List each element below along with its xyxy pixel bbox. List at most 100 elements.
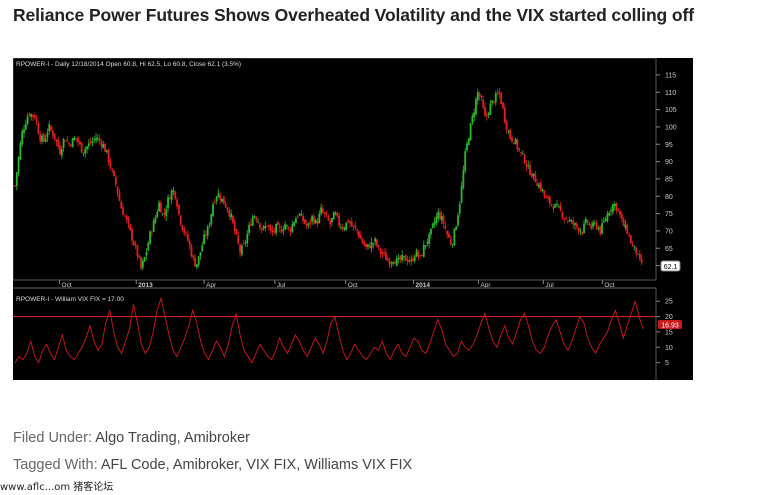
filed-link-algo-trading[interactable]: Algo Trading: [95, 430, 177, 446]
candle-body: [204, 234, 207, 236]
candle-body: [46, 132, 49, 138]
last-price-tag: 62.1: [660, 260, 681, 272]
candle-body: [165, 209, 168, 217]
candle-body: [210, 214, 213, 225]
filed-label: Filed Under:: [13, 430, 92, 446]
price-ytick-label: 90: [665, 159, 673, 166]
candle-body: [224, 203, 227, 208]
candle-body: [253, 216, 256, 218]
price-pane: [13, 58, 657, 281]
candle-body: [37, 123, 40, 134]
candle-body: [379, 248, 382, 254]
candle-body: [105, 150, 108, 152]
candle-body: [168, 197, 171, 200]
tag-link-amibroker[interactable]: Amibroker: [172, 457, 239, 473]
candle-body: [120, 201, 123, 209]
filed-link-amibroker[interactable]: Amibroker: [183, 430, 250, 446]
candle-body: [332, 212, 335, 220]
candle-body: [55, 139, 58, 142]
candle-body: [381, 252, 384, 254]
candle-body: [426, 242, 429, 244]
candle-body: [611, 204, 614, 213]
candle-body: [543, 190, 546, 196]
candle-body: [114, 176, 117, 185]
candle-body: [298, 213, 301, 216]
candle-body: [154, 217, 157, 223]
candle-body: [195, 264, 198, 268]
candle-body: [278, 226, 281, 229]
candle-body: [149, 231, 151, 244]
price-ytick-label: 75: [665, 211, 673, 218]
candle-body: [554, 203, 557, 208]
candle-body: [192, 255, 195, 258]
vix-header: RPOWER-I - William VIX FIX = 17.00: [16, 296, 124, 303]
candle-body: [141, 261, 144, 268]
candle-body: [311, 215, 314, 222]
candle-body: [122, 207, 124, 215]
candle-body: [304, 219, 306, 224]
candle-body: [615, 203, 618, 211]
candle-body: [494, 93, 497, 103]
candle-body: [215, 196, 218, 201]
candle-body: [262, 226, 265, 229]
price-xtick-label: Oct: [604, 282, 614, 289]
candle-body: [145, 251, 148, 256]
candle-body: [446, 230, 449, 235]
candle-body: [469, 123, 472, 141]
candle-body: [251, 216, 254, 226]
candle-body: [78, 141, 81, 144]
candle-body: [572, 220, 575, 225]
candle-body: [176, 199, 178, 207]
candle-body: [505, 120, 508, 130]
price-ytick-label: 80: [665, 194, 673, 201]
tag-link-vix-fix[interactable]: VIX FIX: [246, 457, 297, 473]
candle-body: [190, 245, 193, 257]
candle-body: [574, 223, 576, 225]
tag-link-williams-vix-fix[interactable]: Williams VIX FIX: [304, 457, 413, 473]
candle-body: [84, 148, 87, 154]
vix-ytick-label: 10: [665, 345, 673, 352]
candle-body: [179, 215, 182, 225]
candle-body: [248, 224, 250, 233]
candle-body: [273, 230, 276, 232]
candle-body: [212, 204, 214, 216]
candle-body: [42, 134, 45, 141]
candle-body: [201, 245, 204, 252]
candle-body: [590, 224, 593, 229]
vix-ytick-label: 15: [665, 329, 673, 336]
candle-body: [23, 129, 25, 134]
candle-body: [73, 137, 76, 141]
candle-body: [17, 157, 20, 173]
candle-body: [345, 222, 348, 230]
candle-body: [604, 219, 607, 221]
candle-body: [314, 219, 317, 224]
candle-body: [185, 232, 187, 234]
candle-body: [323, 212, 326, 215]
candle-body: [143, 257, 146, 262]
candle-body: [150, 232, 153, 233]
price-xtick-label: 2014: [416, 282, 431, 289]
candle-body: [167, 197, 169, 209]
candle-body: [158, 202, 160, 212]
candle-body: [394, 262, 396, 264]
candle-body: [102, 144, 105, 148]
candle-body: [123, 215, 126, 217]
candle-body: [118, 193, 121, 201]
candle-body: [95, 137, 97, 141]
candle-body: [525, 164, 528, 167]
candle-body: [439, 212, 441, 220]
candle-body: [592, 222, 594, 227]
candle-body: [489, 103, 492, 115]
candle-body: [577, 227, 580, 232]
candle-body: [113, 170, 115, 176]
candle-body: [498, 91, 501, 94]
vix-ytick-label: 5: [665, 360, 669, 367]
candle-body: [48, 124, 51, 132]
candle-body: [392, 261, 395, 264]
candle-body: [194, 257, 196, 267]
candle-body: [86, 146, 88, 150]
candle-body: [291, 224, 294, 232]
price-ytick-label: 115: [665, 72, 676, 79]
tag-link-afl-code[interactable]: AFL Code: [100, 457, 166, 473]
candle-body: [87, 143, 90, 147]
